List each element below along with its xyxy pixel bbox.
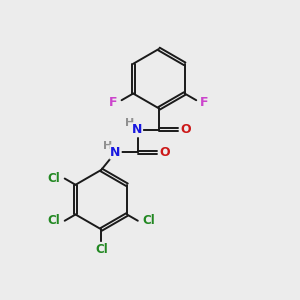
Text: N: N (132, 123, 142, 136)
Text: Cl: Cl (47, 172, 60, 185)
Text: O: O (180, 123, 191, 136)
Text: O: O (159, 146, 169, 159)
Text: Cl: Cl (95, 243, 108, 256)
Text: F: F (109, 96, 118, 109)
Text: N: N (110, 146, 121, 159)
Text: H: H (124, 118, 134, 128)
Text: F: F (200, 96, 209, 109)
Text: Cl: Cl (143, 214, 155, 227)
Text: Cl: Cl (47, 214, 60, 227)
Text: H: H (103, 140, 112, 151)
